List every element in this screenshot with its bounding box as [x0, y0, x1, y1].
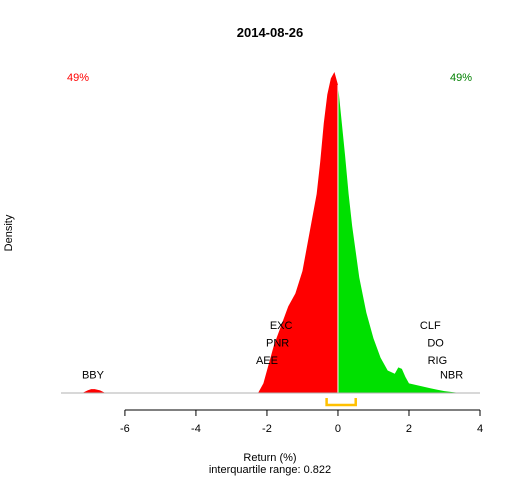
right-share-label: 49%: [450, 72, 472, 84]
x-axis-label: Return (%): [243, 452, 296, 464]
y-axis-label: Density: [3, 214, 15, 251]
x-tick-label: -6: [120, 423, 130, 435]
iqr-bracket-line: [325, 398, 357, 407]
chart-title: 2014-08-26: [237, 25, 304, 40]
ticker-label: EXC: [270, 320, 293, 332]
ticker-label: DO: [427, 337, 444, 349]
ticker-label: AEE: [256, 355, 278, 367]
x-tick-label: -4: [191, 423, 201, 435]
x-tick-label: 4: [477, 423, 483, 435]
ticker-labels: BBY AEE PNR EXC CLF DO RIG NBR: [82, 320, 463, 382]
x-tick-label: 2: [406, 423, 412, 435]
left-share-label: 49%: [67, 72, 89, 84]
negative-density-area: [82, 72, 338, 393]
x-tick-label: -2: [262, 423, 272, 435]
ticker-label: PNR: [266, 337, 289, 349]
positive-density-area: [337, 84, 461, 393]
x-axis: -6 -4 -2 0 2 4: [120, 409, 483, 435]
density-fills: [82, 72, 461, 393]
ticker-label: BBY: [82, 370, 105, 382]
ticker-label: RIG: [428, 355, 448, 367]
iqr-bracket: [325, 398, 357, 407]
iqr-subtitle: interquartile range: 0.822: [209, 464, 331, 476]
ticker-label: NBR: [440, 370, 463, 382]
x-tick-label: 0: [335, 423, 341, 435]
ticker-label: CLF: [420, 320, 441, 332]
